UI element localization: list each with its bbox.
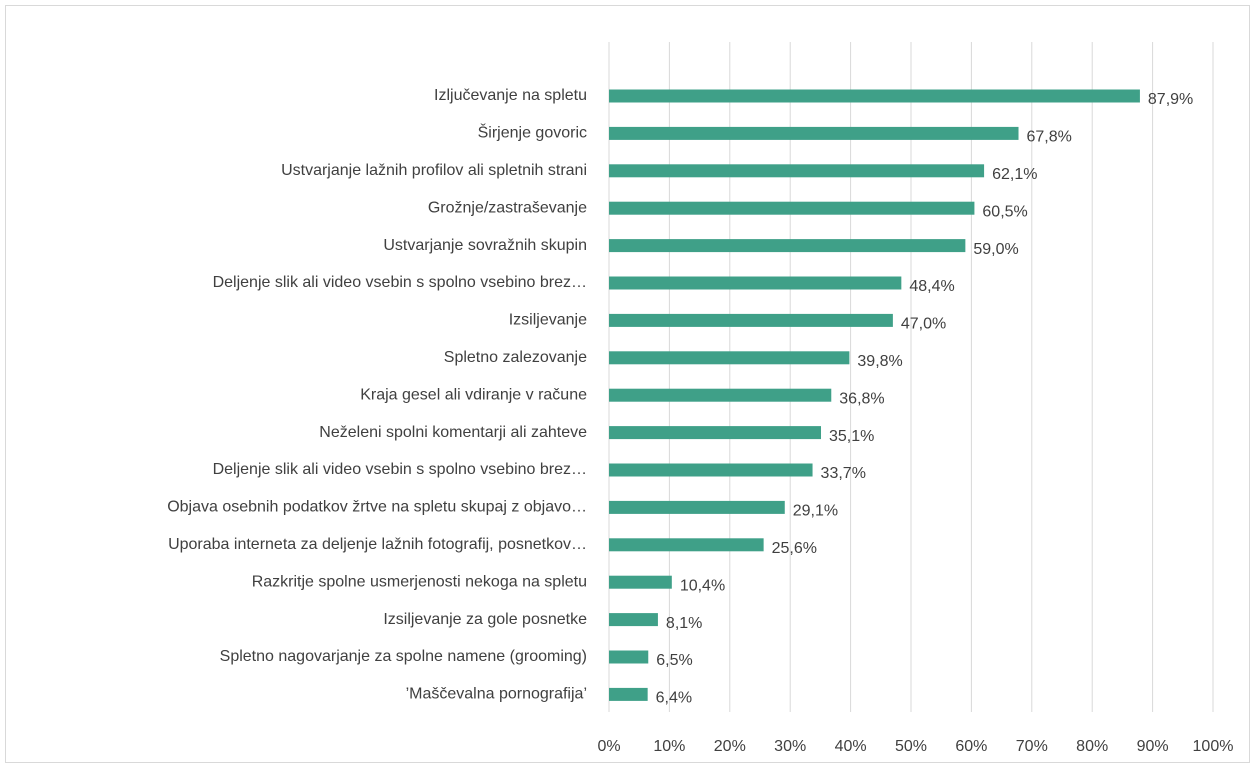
- bar: [609, 687, 648, 701]
- category-label: Objava osebnih podatkov žrtve na spletu …: [167, 499, 587, 516]
- category-label: Kraja gesel ali vdiranje v račune: [360, 386, 587, 403]
- x-tick-label: 30%: [774, 738, 806, 755]
- data-label: 67,8%: [1027, 129, 1072, 146]
- data-label: 39,8%: [857, 353, 902, 370]
- data-label: 48,4%: [909, 278, 954, 295]
- category-label: Izsiljevanje za gole posnetke: [383, 611, 587, 628]
- bar: [609, 201, 975, 215]
- data-label: 36,8%: [839, 390, 884, 407]
- x-tick-label: 90%: [1137, 738, 1169, 755]
- bar: [609, 463, 813, 477]
- category-label: Spletno zalezovanje: [444, 349, 587, 366]
- x-tick-label: 70%: [1016, 738, 1048, 755]
- category-label: Ustvarjanje lažnih profilov ali spletnih…: [281, 162, 587, 179]
- data-label: 8,1%: [666, 615, 702, 632]
- chart-border: [5, 5, 1250, 763]
- category-label: Širjenje govoric: [478, 123, 587, 142]
- bar: [609, 351, 850, 365]
- bar: [609, 388, 832, 402]
- x-tick-label: 40%: [835, 738, 867, 755]
- category-label: Razkritje spolne usmerjenosti nekoga na …: [252, 573, 587, 590]
- bar: [609, 126, 1019, 140]
- x-tick-label: 20%: [714, 738, 746, 755]
- bar: [609, 538, 764, 552]
- x-tick-label: 100%: [1193, 738, 1234, 755]
- x-tick-label: 10%: [653, 738, 685, 755]
- category-label: Grožnje/zastraševanje: [428, 199, 587, 216]
- data-label: 87,9%: [1148, 91, 1193, 108]
- category-label: ’Maščevalna pornografija’: [406, 686, 587, 703]
- category-label: Deljenje slik ali video vsebin s spolno …: [213, 461, 587, 478]
- category-label: Izsiljevanje: [509, 312, 587, 329]
- data-label: 59,0%: [973, 241, 1018, 258]
- x-tick-label: 60%: [955, 738, 987, 755]
- bar: [609, 276, 902, 290]
- data-label: 47,0%: [901, 316, 946, 333]
- category-label: Spletno nagovarjanje za spolne namene (g…: [220, 648, 587, 665]
- x-tick-label: 0%: [597, 738, 620, 755]
- data-label: 25,6%: [772, 540, 817, 557]
- data-label: 60,5%: [982, 203, 1027, 220]
- data-label: 10,4%: [680, 577, 725, 594]
- category-label: Izljučevanje na spletu: [434, 87, 587, 104]
- category-label: Ustvarjanje sovražnih skupin: [383, 237, 587, 254]
- category-label: Neželeni spolni komentarji ali zahteve: [319, 424, 587, 441]
- bar: [609, 650, 649, 664]
- data-label: 6,5%: [656, 652, 692, 669]
- data-label: 29,1%: [793, 503, 838, 520]
- bar: [609, 500, 785, 514]
- bar: [609, 426, 822, 440]
- category-label: Uporaba interneta za deljenje lažnih fot…: [168, 536, 587, 553]
- bar: [609, 613, 658, 627]
- category-label: Deljenje slik ali video vsebin s spolno …: [213, 274, 587, 291]
- data-label: 6,4%: [656, 690, 692, 707]
- data-label: 35,1%: [829, 428, 874, 445]
- bar: [609, 313, 893, 327]
- data-label: 62,1%: [992, 166, 1037, 183]
- bar: [609, 239, 966, 253]
- bar: [609, 89, 1140, 103]
- x-tick-label: 80%: [1076, 738, 1108, 755]
- bar: [609, 575, 672, 589]
- data-label: 33,7%: [821, 465, 866, 482]
- bar: [609, 164, 985, 178]
- x-tick-label: 50%: [895, 738, 927, 755]
